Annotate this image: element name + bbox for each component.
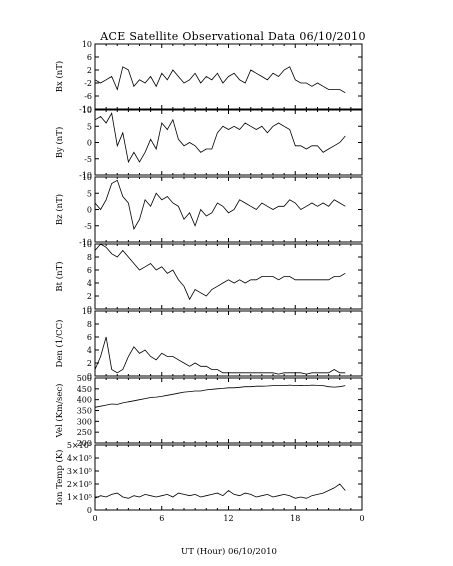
y-axis-label: By (nT) [54, 127, 65, 159]
y-axis-label: Bz (nT) [54, 194, 65, 225]
y-tick-label: 500 [77, 374, 92, 383]
panel-frame [94, 310, 363, 377]
x-tick-label: 6 [159, 514, 164, 523]
y-tick-label: -10 [79, 171, 92, 180]
y-tick-label: 10 [82, 173, 92, 182]
panel-bz-nt: 10 5 0 -5 -10 Bz (nT) [54, 173, 363, 247]
chart-title: ACE Satellite Observational Data 06/10/2… [99, 30, 366, 43]
panel-bt-nt: 10 8 6 4 2 0 Bt (nT) [54, 240, 363, 314]
y-tick-label: -6 [84, 92, 92, 101]
y-tick-label: 10 [82, 240, 92, 249]
panel-ion-temp-k: 5×10⁵ 4×10⁵ 3×10⁵ 2×10⁵ 1×10⁵ 0 Ion Temp (K) [54, 441, 363, 515]
x-tick-label: 0 [359, 514, 364, 523]
series-line [94, 66, 346, 94]
y-tick-label: 6 [87, 333, 92, 342]
y-tick-label: 450 [77, 385, 92, 394]
panels-group: 10 6 2 -2 -6 -10 Bx (nT) 10 5 0 -5 -10 By (nT) 10 5 0 -5… [54, 40, 365, 523]
y-tick-label: 10 [82, 106, 92, 115]
y-tick-label: 2×10⁵ [67, 480, 92, 489]
y-tick-label: 6 [87, 53, 92, 62]
y-tick-label: -10 [79, 238, 92, 247]
y-tick-label: 6 [87, 266, 92, 275]
y-tick-label: 4 [87, 279, 92, 288]
y-tick-label: 200 [77, 439, 92, 448]
panel-frame [94, 243, 363, 310]
y-tick-label: 1×10⁵ [67, 493, 92, 502]
x-tick-label: 12 [223, 514, 233, 523]
panel-den-1-cc: 10 8 6 4 2 0 Den (1/CC) [54, 307, 363, 381]
y-tick-label: 5 [87, 189, 92, 198]
series-line [94, 384, 346, 408]
series-line [94, 243, 346, 301]
y-tick-label: 4 [87, 346, 92, 355]
y-tick-label: 2 [87, 359, 92, 368]
y-tick-label: -5 [84, 222, 92, 231]
y-tick-label: 10 [82, 307, 92, 316]
y-axis-label: Bt (nT) [54, 261, 65, 291]
y-tick-label: 300 [77, 417, 92, 426]
y-axis-label: Vel (Km/sec) [54, 384, 65, 439]
y-axis-label: Ion Temp (K) [54, 450, 65, 506]
panel-frame [94, 176, 363, 243]
y-tick-label: 0 [87, 305, 92, 314]
series-line [94, 483, 346, 499]
series-line [94, 112, 346, 164]
y-axis-label: Den (1/CC) [54, 320, 65, 368]
y-tick-label: 400 [77, 396, 92, 405]
y-tick-label: 2 [87, 292, 92, 301]
panel-by-nt: 10 5 0 -5 -10 By (nT) [54, 106, 363, 180]
y-tick-label: -2 [84, 79, 92, 88]
y-tick-label: 8 [87, 253, 92, 262]
y-tick-label: 0 [87, 506, 92, 515]
y-tick-label: 250 [77, 428, 92, 437]
y-tick-label: 2 [87, 66, 92, 75]
y-tick-label: 350 [77, 407, 92, 416]
panel-frame [94, 109, 363, 176]
y-tick-label: 0 [87, 372, 92, 381]
y-tick-label: 5 [87, 122, 92, 131]
y-tick-label: 5×10⁵ [67, 441, 92, 450]
series-line [94, 179, 346, 231]
y-axis-label: Bx (nT) [54, 61, 65, 93]
y-tick-label: 4×10⁵ [67, 454, 92, 463]
panel-bx-nt: 10 6 2 -2 -6 -10 Bx (nT) [54, 40, 363, 114]
y-tick-label: -10 [79, 105, 92, 114]
y-tick-label: 10 [82, 40, 92, 49]
series-line [94, 336, 346, 375]
y-tick-label: -5 [84, 155, 92, 164]
panel-frame [94, 444, 363, 511]
x-tick-label: 0 [92, 514, 97, 523]
y-tick-label: 0 [87, 139, 92, 148]
y-tick-label: 3×10⁵ [67, 467, 92, 476]
y-tick-label: 8 [87, 320, 92, 329]
x-tick-label: 18 [290, 514, 300, 523]
x-axis-label: UT (Hour) 06/10/2010 [181, 546, 277, 557]
y-tick-label: 0 [87, 206, 92, 215]
